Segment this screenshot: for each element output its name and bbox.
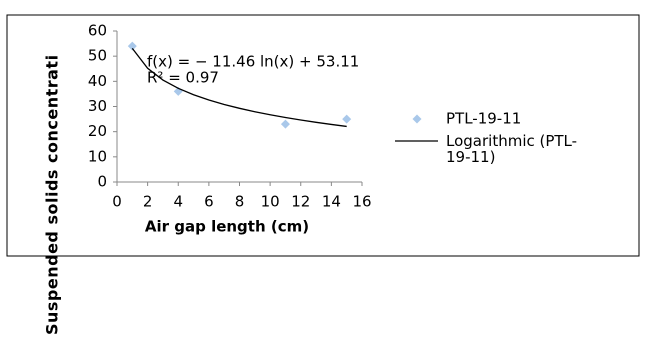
y-tick-label: 30 — [88, 97, 107, 115]
x-tick-label: 16 — [352, 193, 371, 211]
x-tick-label: 6 — [204, 193, 214, 211]
x-tick-label: 0 — [112, 193, 122, 211]
x-tick-label: 12 — [291, 193, 310, 211]
chart-frame — [6, 14, 640, 257]
y-axis-label: Suspended solids concentrati — [43, 54, 62, 335]
data-point — [280, 119, 290, 129]
x-tick-label: 2 — [143, 193, 153, 211]
x-tick-label: 8 — [235, 193, 245, 211]
legend-label-line: Logarithmic (PTL- — [446, 132, 577, 150]
y-tick-label: 10 — [88, 147, 107, 165]
trend-line — [131, 47, 347, 128]
x-tick-label: 4 — [173, 193, 183, 211]
x-axis-label: Air gap length (cm) — [145, 218, 309, 236]
y-tick-label: 60 — [88, 22, 107, 40]
legend-label: PTL-19-11 — [446, 110, 521, 128]
legend-marker — [412, 114, 422, 124]
equation: f(x) = − 11.46 ln(x) + 53.11 — [147, 53, 359, 71]
y-tick-label: 50 — [88, 47, 107, 65]
x-tick-label: 14 — [322, 193, 341, 211]
legend-label: Logarithmic (PTL-19-11) — [446, 132, 577, 166]
x-tick-label: 10 — [261, 193, 280, 211]
data-point — [342, 114, 352, 124]
y-tick-label: 20 — [88, 122, 107, 140]
data-point — [127, 41, 137, 51]
r-squared: R² = 0.97 — [147, 69, 219, 87]
legend-label-line: 19-11) — [446, 148, 495, 166]
y-tick-label: 40 — [88, 72, 107, 90]
y-tick-label: 0 — [97, 173, 107, 191]
